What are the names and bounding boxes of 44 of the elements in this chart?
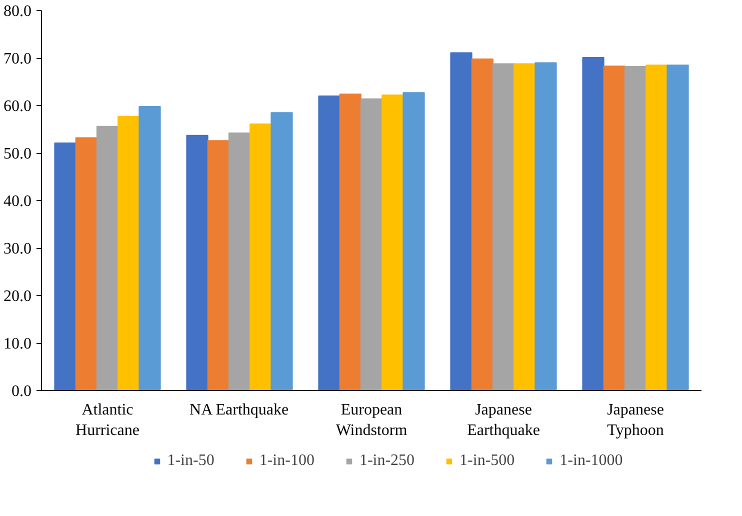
- x-tick-label: NA Earthquake: [190, 402, 289, 418]
- bar: [360, 98, 383, 390]
- bar: [318, 96, 340, 390]
- bar: [646, 64, 668, 390]
- bar: [250, 124, 272, 390]
- y-tick-label: 30.0: [4, 240, 32, 258]
- bar: [382, 94, 404, 390]
- bar: [228, 132, 251, 390]
- bar: [471, 58, 494, 390]
- bar: [514, 63, 536, 390]
- legend-label: 1-in-50: [167, 452, 214, 470]
- x-tick-label: Japanese Earthquake: [467, 402, 540, 439]
- y-tick-label: 80.0: [4, 3, 32, 20]
- y-tick-label: 70.0: [4, 50, 32, 68]
- x-tick-label: European Windstorm: [336, 402, 408, 439]
- bar: [582, 57, 604, 390]
- bar: [96, 126, 119, 390]
- bar: [534, 62, 557, 390]
- bar: [450, 52, 472, 390]
- y-tick-label: 40.0: [4, 193, 32, 210]
- bar: [603, 66, 626, 390]
- legend-label: 1-in-250: [359, 452, 415, 470]
- legend-label: 1-in-100: [259, 452, 314, 470]
- bar: [339, 94, 362, 390]
- bar: [75, 137, 98, 390]
- y-tick-label: 60.0: [4, 98, 32, 115]
- bar: [492, 63, 515, 390]
- bar: [118, 116, 140, 390]
- bar: [624, 66, 647, 390]
- y-tick-label: 50.0: [4, 146, 32, 162]
- bar: [270, 112, 293, 390]
- bar: [54, 142, 76, 390]
- y-tick-label: 10.0: [4, 336, 32, 352]
- bar: [666, 64, 689, 390]
- bar: [402, 92, 425, 390]
- y-tick-label: 0.0: [12, 383, 32, 400]
- y-tick-label: 20.0: [4, 288, 32, 305]
- x-tick-label: Japanese Typhoon: [607, 402, 664, 439]
- bar: [207, 140, 230, 390]
- legend-label: 1-in-500: [460, 452, 515, 470]
- x-tick-label: Atlantic Hurricane: [76, 402, 140, 439]
- legend-label: 1-in-1000: [560, 452, 623, 470]
- bar: [186, 134, 208, 390]
- bar: [138, 106, 161, 390]
